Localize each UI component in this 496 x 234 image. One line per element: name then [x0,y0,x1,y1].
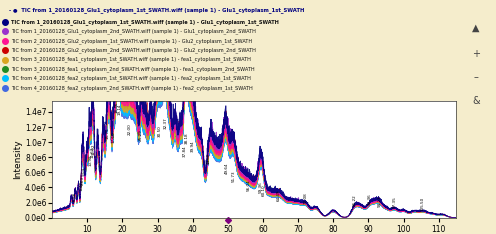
Text: 72.08: 72.08 [304,192,308,204]
Text: 8.69: 8.69 [81,176,85,185]
Text: TIC from 1_20160128_Glu1_cytoplasm_2nd_SWATH.wiff (sample 1) - Glu1_cytoplasm_2n: TIC from 1_20160128_Glu1_cytoplasm_2nd_S… [11,29,256,34]
Text: 105.50: 105.50 [421,197,425,211]
Text: 97.35: 97.35 [392,196,396,208]
Text: TIC from 3_20160128_fea1_cytoplasm_1st_SWATH.wiff (sample 1) - fea1_cytoplasm_1s: TIC from 3_20160128_fea1_cytoplasm_1st_S… [11,57,251,62]
Text: 11.52: 11.52 [91,147,95,158]
Text: 25.29: 25.29 [139,129,143,141]
Text: 51.73: 51.73 [232,170,236,182]
Text: 39.94: 39.94 [190,140,194,152]
Text: 11.92: 11.92 [92,144,96,155]
Y-axis label: Intensity: Intensity [13,139,22,179]
Text: ▲: ▲ [472,23,480,33]
Text: 59.36: 59.36 [259,181,263,193]
Text: TIC from 1_20160128_Glu1_cytoplasm_1st_SWATH.wiff (sample 1) - Glu1_cytoplasm_1s: TIC from 1_20160128_Glu1_cytoplasm_1st_S… [11,19,279,25]
Text: 56.04: 56.04 [247,179,251,191]
Text: 19.14: 19.14 [118,104,122,115]
Text: 8.42: 8.42 [80,181,84,190]
Text: 93.23: 93.23 [378,195,382,207]
Text: TIC from 4_20160128_fea2_cytoplasm_2nd_SWATH.wiff (sample 1) - fea2_cytoplasm_1s: TIC from 4_20160128_fea2_cytoplasm_2nd_S… [11,85,253,91]
Text: 30.50: 30.50 [157,125,161,137]
Text: +: + [472,49,480,59]
Text: 90.36: 90.36 [368,193,372,205]
Text: - ●  TIC from 1_20160128_Glu1_cytoplasm_1st_SWATH.wiff (sample 1) - Glu1_cytopla: - ● TIC from 1_20160128_Glu1_cytoplasm_1… [9,7,305,13]
Text: TIC from 4_20160128_fea2_cytoplasm_1st_SWATH.wiff (sample 1) - fea2_cytoplasm_1s: TIC from 4_20160128_fea2_cytoplasm_1st_S… [11,76,251,81]
Text: 32.37: 32.37 [164,117,168,129]
Text: 64.49: 64.49 [277,189,281,201]
Text: 10.98: 10.98 [89,154,93,166]
Text: 60.10: 60.10 [261,184,265,196]
Text: 49.64: 49.64 [225,163,229,174]
Text: 17.60: 17.60 [112,131,116,143]
Text: TIC from 2_20160128_Glu2_cytoplasm_1st_SWATH.wiff (sample 1) - Glu2_cytoplasm_1s: TIC from 2_20160128_Glu2_cytoplasm_1st_S… [11,38,252,44]
Text: 22.00: 22.00 [127,123,131,135]
Text: 86.22: 86.22 [353,194,357,206]
Text: &: & [472,96,480,106]
Text: 6.58: 6.58 [73,191,77,201]
Text: 18.46: 18.46 [115,102,119,113]
Text: 44.68: 44.68 [207,152,211,164]
Text: 38.18: 38.18 [185,132,188,144]
Text: TIC from 2_20160128_Glu2_cytoplasm_2nd_SWATH.wiff (sample 1) - Glu2_cytoplasm_2n: TIC from 2_20160128_Glu2_cytoplasm_2nd_S… [11,47,256,53]
Text: 9.04: 9.04 [82,167,86,176]
Text: 37.84: 37.84 [183,145,187,157]
Text: TIC from 3_20160128_fea1_cytoplasm_2nd_SWATH.wiff (sample 1) - fea1_cytoplasm_2n: TIC from 3_20160128_fea1_cytoplasm_2nd_S… [11,66,255,72]
Text: –: – [474,72,479,82]
Text: 15.75: 15.75 [106,127,110,139]
